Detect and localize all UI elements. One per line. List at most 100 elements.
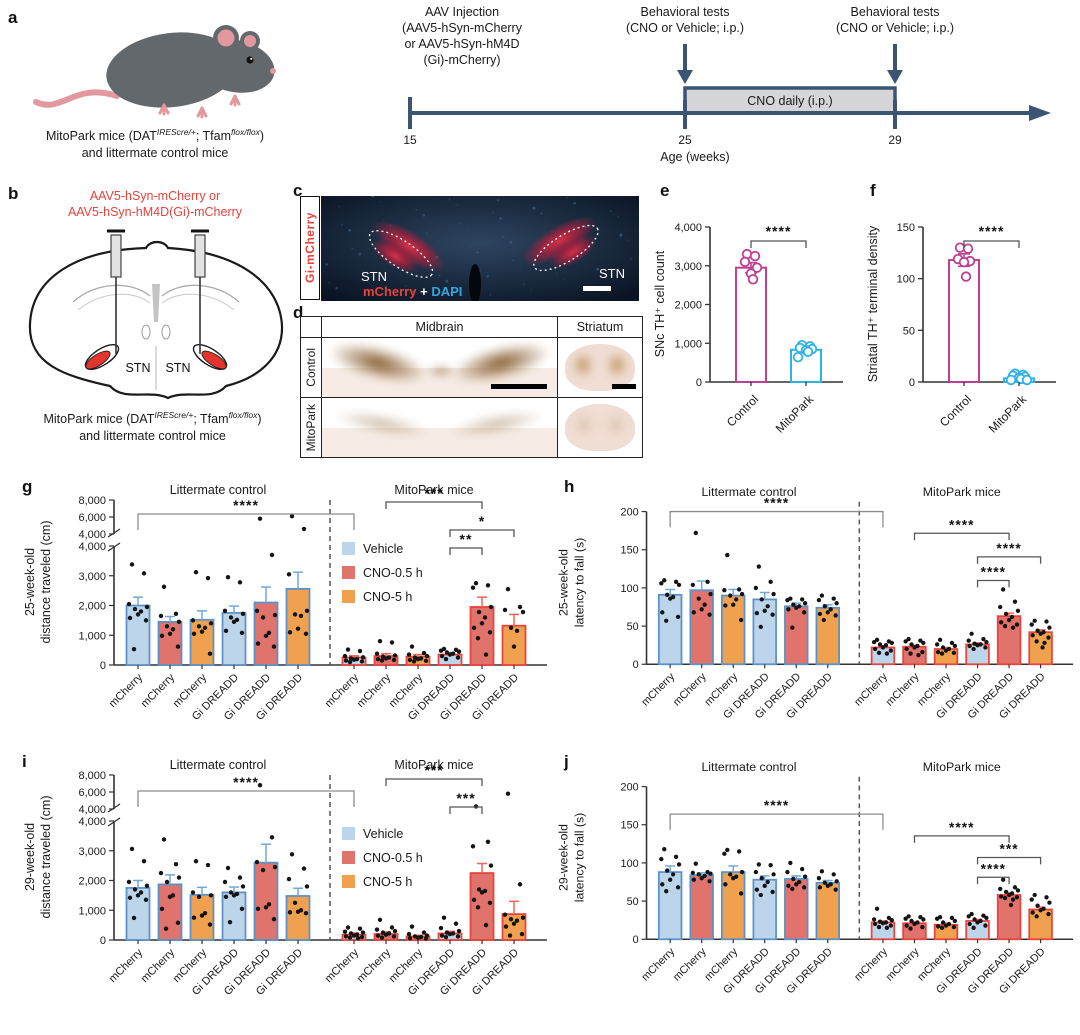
svg-text:1,000: 1,000 xyxy=(674,338,702,350)
caption-text: MitoPark mice (DAT xyxy=(43,412,155,427)
svg-text:MitoPark mice: MitoPark mice xyxy=(394,758,473,772)
svg-text:***: *** xyxy=(424,485,443,501)
svg-text:0: 0 xyxy=(909,377,915,389)
panel-letter-a: a xyxy=(8,8,18,27)
chart-29wk-latency: 0 50 100 150 200 29-week-old latency to fall (… xyxy=(557,760,1074,996)
svg-text:MitoPark mice: MitoPark mice xyxy=(923,760,1001,774)
svg-text:4,000: 4,000 xyxy=(78,529,106,541)
svg-text:100: 100 xyxy=(621,583,639,595)
timeline-behavior-label: (CNO or Vehicle; i.p.) xyxy=(626,21,744,35)
svg-text:CNO-0.5 h: CNO-0.5 h xyxy=(363,566,423,580)
chart-29wk-distance: 4,000 6,000 8,000 0 1,000 2,000 3,000 4,000 29-w… xyxy=(23,758,547,998)
svg-text:**: ** xyxy=(460,531,473,547)
stn-left-label: STN xyxy=(126,361,151,375)
timeline-axis-label: Age (weeks) xyxy=(660,150,729,164)
svg-text:150: 150 xyxy=(897,222,915,234)
caption-text: ; Tfam xyxy=(193,412,229,427)
svg-text:0: 0 xyxy=(696,377,702,389)
panel-b-caption: MitoPark mice (DATIREScre/+; Tfamflox/fl… xyxy=(0,410,305,445)
svg-text:****: **** xyxy=(981,565,1006,580)
svg-text:200: 200 xyxy=(621,507,639,519)
svg-text:4,000: 4,000 xyxy=(78,816,106,828)
caption-text: ; Tfam xyxy=(195,129,232,144)
svg-text:1,000: 1,000 xyxy=(78,905,106,917)
svg-text:****: **** xyxy=(949,820,974,835)
timeline-injection-label: AAV Injection xyxy=(425,5,499,19)
panel-letter-d: d xyxy=(293,303,304,322)
panel-letter-g: g xyxy=(22,477,33,496)
brain-coronal-diagram: STN STN xyxy=(28,229,284,400)
svg-text:0: 0 xyxy=(633,934,639,946)
caption-sup: IREScre/+ xyxy=(154,410,194,420)
svg-text:mCherry: mCherry xyxy=(671,670,709,708)
svg-text:2,000: 2,000 xyxy=(78,876,106,888)
aav-line: AAV5-hSyn-mCherry or xyxy=(89,189,221,203)
svg-text:mCherry: mCherry xyxy=(852,670,890,708)
svg-text:***: *** xyxy=(1000,842,1019,857)
svg-text:6,000: 6,000 xyxy=(78,787,106,799)
svg-text:MitoPark mice: MitoPark mice xyxy=(923,485,1001,499)
col-header-striatum: Striatum xyxy=(557,316,643,338)
svg-text:latency to fall (s): latency to fall (s) xyxy=(572,538,586,628)
svg-text:3,000: 3,000 xyxy=(674,261,702,273)
panel-letter-c: c xyxy=(293,181,303,200)
svg-text:Littermate control: Littermate control xyxy=(701,760,796,774)
gi-mcherry-strip: Gi-mCherry xyxy=(300,196,320,300)
svg-text:Littermate control: Littermate control xyxy=(170,483,267,497)
svg-text:25-week-old: 25-week-old xyxy=(23,548,37,616)
svg-text:****: **** xyxy=(233,774,259,790)
scale-bar xyxy=(491,384,547,389)
svg-text:0: 0 xyxy=(100,660,106,672)
svg-text:mCherry + DAPI: mCherry + DAPI xyxy=(363,284,462,299)
panel-letter-b: b xyxy=(8,184,19,203)
stn-label-right: STN xyxy=(599,266,625,281)
svg-text:CNO-5 h: CNO-5 h xyxy=(363,875,412,889)
stn-outline-left xyxy=(368,230,434,278)
svg-text:Control: Control xyxy=(937,392,974,429)
midbrain-mitopark-image xyxy=(321,397,558,458)
svg-text:mCherry: mCherry xyxy=(323,946,362,985)
chart-25wk-latency: 0 50 100 150 200 25-week-old latency to fall (… xyxy=(557,485,1074,721)
svg-text:100: 100 xyxy=(897,274,915,286)
svg-text:mCherry: mCherry xyxy=(355,946,394,985)
svg-text:8,000: 8,000 xyxy=(78,495,106,507)
dapi-label: DAPI xyxy=(431,284,462,299)
arrow-down-icon xyxy=(677,70,693,84)
svg-text:100: 100 xyxy=(621,858,639,870)
row-header-control: Control xyxy=(304,348,318,387)
svg-text:MitoPark: MitoPark xyxy=(773,392,817,436)
stn-label-left: STN xyxy=(361,269,387,284)
caption-text: ) xyxy=(259,129,265,144)
striatum-mitopark-image xyxy=(557,397,643,458)
injection-needle-right xyxy=(191,229,209,354)
svg-text:MitoPark mice: MitoPark mice xyxy=(394,483,473,497)
svg-text:mCherry: mCherry xyxy=(639,670,677,708)
svg-text:Vehicle: Vehicle xyxy=(363,542,403,556)
svg-text:50: 50 xyxy=(627,896,639,908)
caption-sup: flox/flox xyxy=(231,127,260,137)
svg-text:8,000: 8,000 xyxy=(78,770,106,782)
svg-text:1,000: 1,000 xyxy=(78,630,106,642)
panel-letter-f: f xyxy=(870,181,876,200)
svg-text:CNO-5 h: CNO-5 h xyxy=(363,590,412,604)
svg-text:29-week-old: 29-week-old xyxy=(23,823,37,891)
chart-25wk-distance: 4,000 6,000 8,000 0 1,000 2,000 3,000 4,000 25-w… xyxy=(23,483,547,723)
svg-text:mCherry: mCherry xyxy=(884,945,922,983)
svg-text:latency to fall (s): latency to fall (s) xyxy=(572,813,586,903)
svg-text:2,000: 2,000 xyxy=(78,601,106,613)
svg-text:0: 0 xyxy=(100,935,106,947)
gi-mcherry-label: Gi-mCherry xyxy=(303,212,317,284)
svg-text:4,000: 4,000 xyxy=(78,804,106,816)
stn-right-label: STN xyxy=(166,361,191,375)
svg-text:mCherry: mCherry xyxy=(107,946,146,985)
timeline-diagram: AAV Injection (AAV5-hSyn-mCherry or AAV5… xyxy=(402,5,1051,164)
svg-text:*: * xyxy=(479,513,485,529)
col-header-midbrain: Midbrain xyxy=(321,316,558,338)
stn-right-region xyxy=(201,350,227,370)
aav-line: AAV5-hSyn-hM4D(Gi)-mCherry xyxy=(67,205,243,220)
svg-text:4,000: 4,000 xyxy=(78,541,106,553)
panel-letter-e: e xyxy=(660,181,670,200)
svg-text:Littermate control: Littermate control xyxy=(701,485,796,499)
timeline-behavior-label: Behavioral tests xyxy=(851,5,940,19)
svg-text:25-week-old: 25-week-old xyxy=(557,549,571,616)
